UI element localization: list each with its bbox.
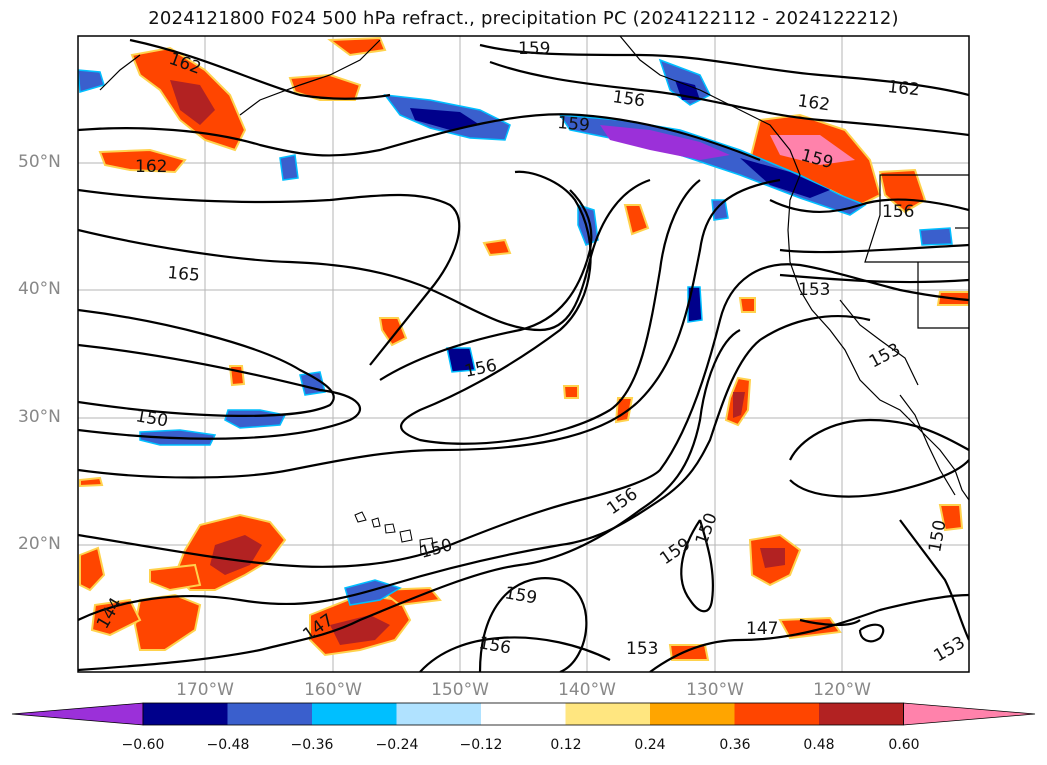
contour-label: 156 (882, 202, 914, 222)
colorbar-tick-label: −0.48 (206, 737, 250, 753)
colorbar-tick-label: 0.48 (803, 737, 835, 753)
lat-label: 50°N (18, 152, 61, 172)
colorbar-segment (650, 703, 735, 725)
colorbar-tick-label: 0.36 (719, 737, 751, 753)
colorbar-tick-label: −0.36 (290, 737, 334, 753)
lon-label: 130°W (686, 680, 744, 700)
lon-label: 140°W (558, 680, 616, 700)
colorbar-tick-label: 0.24 (634, 737, 666, 753)
colorbar-segment (819, 703, 904, 725)
colorbar-tick-label: −0.24 (375, 737, 419, 753)
colorbar-segment (565, 703, 651, 725)
lat-label: 40°N (18, 279, 61, 299)
contour-label: 156 (611, 87, 646, 111)
colorbar-segment (396, 703, 482, 725)
colorbar-tick-label: 0.60 (888, 737, 920, 753)
colorbar-extend-max (903, 702, 1036, 726)
contour-label: 162 (886, 77, 920, 100)
colorbar-tick-label: 0.12 (550, 737, 582, 753)
colorbar-segment (312, 703, 397, 725)
colorbar-segment (143, 703, 228, 725)
colorbar-segment (734, 703, 820, 725)
colorbar (11, 702, 1036, 726)
contour-label: 162 (796, 91, 831, 115)
contour-label: 159 (518, 39, 550, 59)
contour-label: 153 (626, 639, 658, 659)
contour-label: 165 (167, 263, 201, 286)
precip-positive-areas (79, 36, 969, 661)
lon-label: 160°W (304, 680, 362, 700)
refractivity-contours (78, 38, 969, 672)
contour-label: 153 (798, 280, 830, 300)
lon-label: 120°W (813, 680, 871, 700)
colorbar-segment (481, 703, 566, 725)
contour-label: 162 (135, 157, 167, 177)
lon-label: 150°W (431, 680, 489, 700)
contour-label: 159 (557, 113, 591, 136)
contour-label: 147 (746, 619, 778, 639)
colorbar-border (142, 702, 904, 726)
colorbar-tick-label: −0.60 (121, 737, 165, 753)
colorbar-extend-min (11, 702, 144, 726)
colorbar-segment (227, 703, 313, 725)
lat-label: 30°N (18, 407, 61, 427)
lon-label: 170°W (176, 680, 234, 700)
colorbar-tick-label: −0.12 (459, 737, 503, 753)
map-title: 2024121800 F024 500 hPa refract., precip… (148, 8, 899, 29)
lat-label: 20°N (18, 534, 61, 554)
islands (354, 511, 435, 555)
